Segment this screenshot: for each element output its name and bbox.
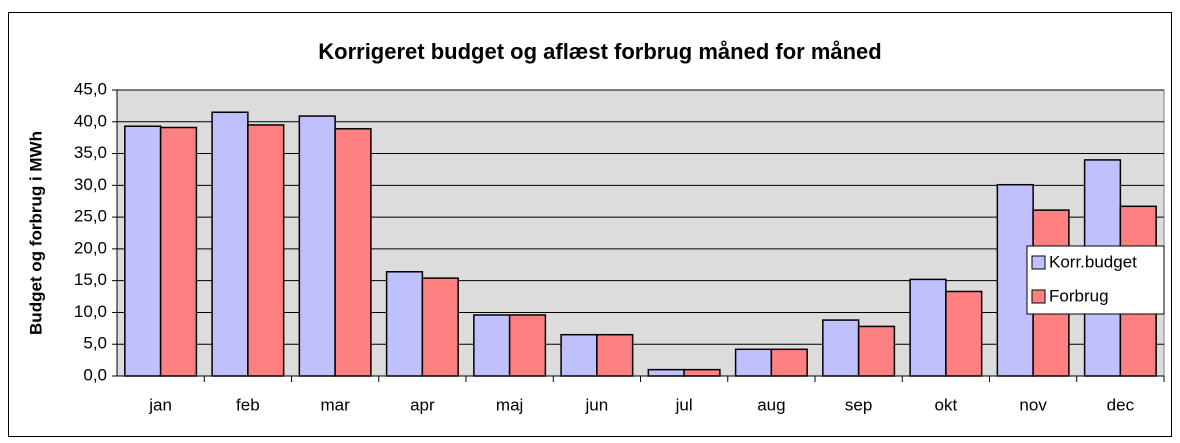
x-tick-label: sep — [845, 395, 872, 414]
bar — [124, 125, 162, 377]
y-tick-label: 25,0 — [74, 207, 107, 226]
x-tick-label: maj — [496, 395, 523, 414]
bar — [734, 348, 773, 377]
x-tick-label: jan — [148, 395, 172, 414]
bar — [334, 128, 372, 377]
bar — [421, 277, 459, 377]
bar — [298, 115, 336, 377]
legend-label: Forbrug — [1049, 286, 1109, 305]
bar — [473, 314, 511, 377]
x-tick-label: jun — [585, 395, 609, 414]
bar — [857, 325, 896, 377]
bar — [211, 111, 249, 377]
x-tick-label: mar — [320, 395, 350, 414]
y-tick-label: 45,0 — [74, 79, 107, 98]
y-axis-title: Budget og forbrug i MWh — [26, 131, 45, 335]
x-tick-label: jul — [675, 395, 693, 414]
legend-swatch — [1031, 255, 1046, 270]
x-tick-label: nov — [1019, 395, 1047, 414]
legend — [1026, 245, 1165, 315]
bar — [508, 314, 547, 377]
y-tick-label: 40,0 — [74, 111, 107, 130]
y-tick-label: 0,0 — [83, 365, 107, 384]
bar — [596, 333, 634, 377]
bar — [385, 271, 424, 377]
bar — [647, 368, 685, 377]
x-tick-label: okt — [935, 395, 958, 414]
y-tick-label: 20,0 — [74, 238, 107, 257]
chart-title: Korrigeret budget og aflæst forbrug måne… — [318, 39, 881, 64]
y-tick-label: 10,0 — [74, 302, 107, 321]
bar — [159, 126, 198, 377]
bar — [909, 278, 947, 377]
bar — [945, 290, 983, 377]
bar — [560, 333, 598, 377]
x-tick-label: apr — [410, 395, 435, 414]
bar — [770, 348, 808, 377]
x-tick-label: aug — [757, 395, 785, 414]
x-tick-label: feb — [236, 395, 260, 414]
x-tick-label: dec — [1107, 395, 1135, 414]
legend-swatch — [1031, 289, 1046, 304]
y-tick-label: 15,0 — [74, 270, 107, 289]
y-tick-label: 30,0 — [74, 175, 107, 194]
y-tick-label: 5,0 — [83, 334, 107, 353]
plot-area — [116, 89, 1165, 377]
bar — [822, 319, 860, 377]
legend-label: Korr.budget — [1049, 252, 1137, 271]
bar — [247, 124, 285, 377]
bar — [683, 368, 721, 377]
y-tick-label: 35,0 — [74, 143, 107, 162]
